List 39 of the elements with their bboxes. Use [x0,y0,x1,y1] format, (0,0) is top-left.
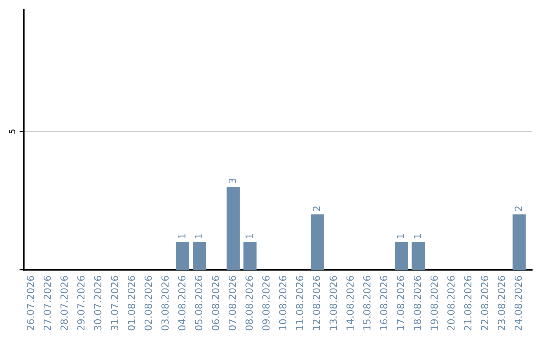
x-tick-label: 12.08.2026 [312,276,320,330]
x-tick-label: 13.08.2026 [330,276,338,330]
x-tick-label: 23.08.2026 [498,276,506,331]
x-tick-label: 15.08.2026 [363,276,371,330]
x-tick-label: 14.08.2026 [346,276,354,330]
x-tick-label: 28.07.2026 [60,276,68,331]
x-tick-label: 27.07.2026 [44,276,52,331]
x-tick-label: 16.08.2026 [380,276,388,330]
x-tick-label: 06.08.2026 [212,276,220,331]
data-label: 2 [514,206,522,212]
x-tick-label: 09.08.2026 [262,276,270,331]
x-tick-label: 01.08.2026 [128,276,136,331]
x-tick-label: 18.08.2026 [414,276,422,330]
x-tick-label: 21.08.2026 [464,276,472,331]
data-label: 1 [397,234,404,238]
data-label: 1 [195,234,202,238]
x-tick-label: 19.08.2026 [430,276,438,330]
x-tick-label: 17.08.2026 [397,276,404,330]
data-label: 1 [178,234,186,238]
data-label: 3 [228,178,236,184]
x-tick-label: 26.07.2026 [27,276,34,331]
x-tick-label: 10.08.2026 [279,276,287,330]
x-tick-label: 31.07.2026 [111,276,118,330]
y-tick-label: 5 [9,130,16,134]
x-tick-label: 22.08.2026 [481,276,489,331]
x-tick-label: 07.08.2026 [228,276,236,331]
x-tick-label: 24.08.2026 [514,276,522,331]
x-tick-label: 20.08.2026 [448,276,455,331]
x-tick-label: 30.07.2026 [94,276,102,330]
x-tick-label: 02.08.2026 [144,276,152,331]
data-label: 2 [312,206,320,212]
x-tick-label: 29.07.2026 [78,276,85,331]
x-tick-label: 03.08.2026 [162,276,169,331]
x-tick-label: 08.08.2026 [246,276,254,331]
data-label: 1 [414,234,422,238]
x-tick-label: 04.08.2026 [178,276,186,331]
x-tick-label: 05.08.2026 [195,276,203,331]
data-label: 1 [246,234,253,238]
x-tick-label: 11.08.2026 [296,276,304,330]
